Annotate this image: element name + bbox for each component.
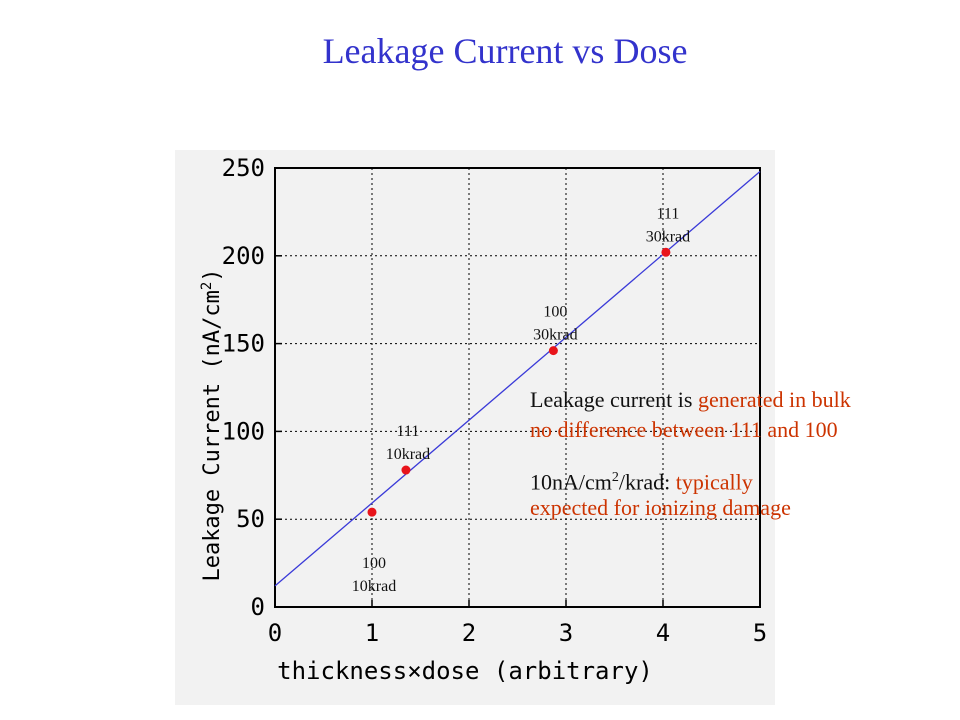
- data-point: [548, 346, 558, 356]
- point-labels: 100 10krad 111 10krad 100 30krad 111 30krad: [352, 205, 690, 595]
- annotation-line-4: expected for ionizing damage: [530, 493, 791, 523]
- data-point: [367, 507, 377, 517]
- slide-title: Leakage Current vs Dose: [322, 31, 688, 71]
- annotation-expected-ionizing: expected for ionizing damage: [530, 495, 791, 520]
- x-tick-label: 5: [753, 619, 767, 647]
- fit-line: [274, 171, 761, 587]
- data-points: [367, 247, 671, 517]
- data-point: [661, 247, 671, 257]
- annotation-generated-in-bulk: generated in bulk: [697, 387, 851, 412]
- annotation-no-difference: no difference between 111 and 100: [530, 417, 838, 442]
- data-point: [401, 465, 411, 475]
- point-label-line-1: 111: [657, 205, 680, 222]
- x-tick-label: 2: [462, 619, 476, 647]
- x-tick-label: 0: [268, 619, 282, 647]
- x-tick-label: 3: [559, 619, 573, 647]
- point-label-line-1: 111: [397, 423, 420, 440]
- annotation-rate-unit-sup: 2: [611, 470, 619, 485]
- y-tick-label: 200: [222, 242, 265, 270]
- annotation-leakage-bulk-prefix: Leakage current is: [530, 387, 698, 412]
- x-tick-label: 1: [365, 619, 379, 647]
- annotation-line-2: no difference between 111 and 100: [530, 415, 838, 445]
- point-label-line-2: 10krad: [352, 578, 396, 595]
- y-tick-label: 100: [222, 417, 265, 445]
- x-axis-label: thickness×dose (arbitrary): [277, 657, 653, 685]
- annotation-rate-unit: 10nA/cm: [530, 469, 612, 495]
- point-label-line-2: 30krad: [646, 228, 690, 245]
- y-axis-label: Leakage Current (nA/cm2): [199, 268, 225, 581]
- annotation-rate-unit-suffix: /krad:: [618, 469, 676, 495]
- point-label-line-1: 100: [362, 555, 386, 572]
- point-label-line-2: 30krad: [533, 327, 577, 344]
- y-axis-label-sup: 2: [199, 282, 215, 290]
- point-label-line-1: 100: [543, 304, 567, 321]
- point-label-line-2: 10krad: [386, 446, 430, 463]
- y-tick-label: 250: [222, 154, 265, 182]
- annotation-typically: typically: [675, 469, 753, 495]
- y-tick-label: 50: [236, 505, 265, 533]
- y-axis-label-close: ): [200, 268, 225, 281]
- plot-frame: [274, 167, 761, 608]
- y-tick-label: 0: [251, 593, 265, 621]
- annotation-line-1: Leakage current is generated in bulk: [530, 385, 851, 415]
- y-tick-label: 150: [222, 330, 265, 358]
- annotation-line-3: 10nA/cm2/krad: typically: [530, 463, 753, 497]
- x-tick-label: 4: [656, 619, 670, 647]
- y-axis-label-main: Leakage Current (nA/cm: [200, 290, 225, 581]
- grid: [275, 168, 760, 607]
